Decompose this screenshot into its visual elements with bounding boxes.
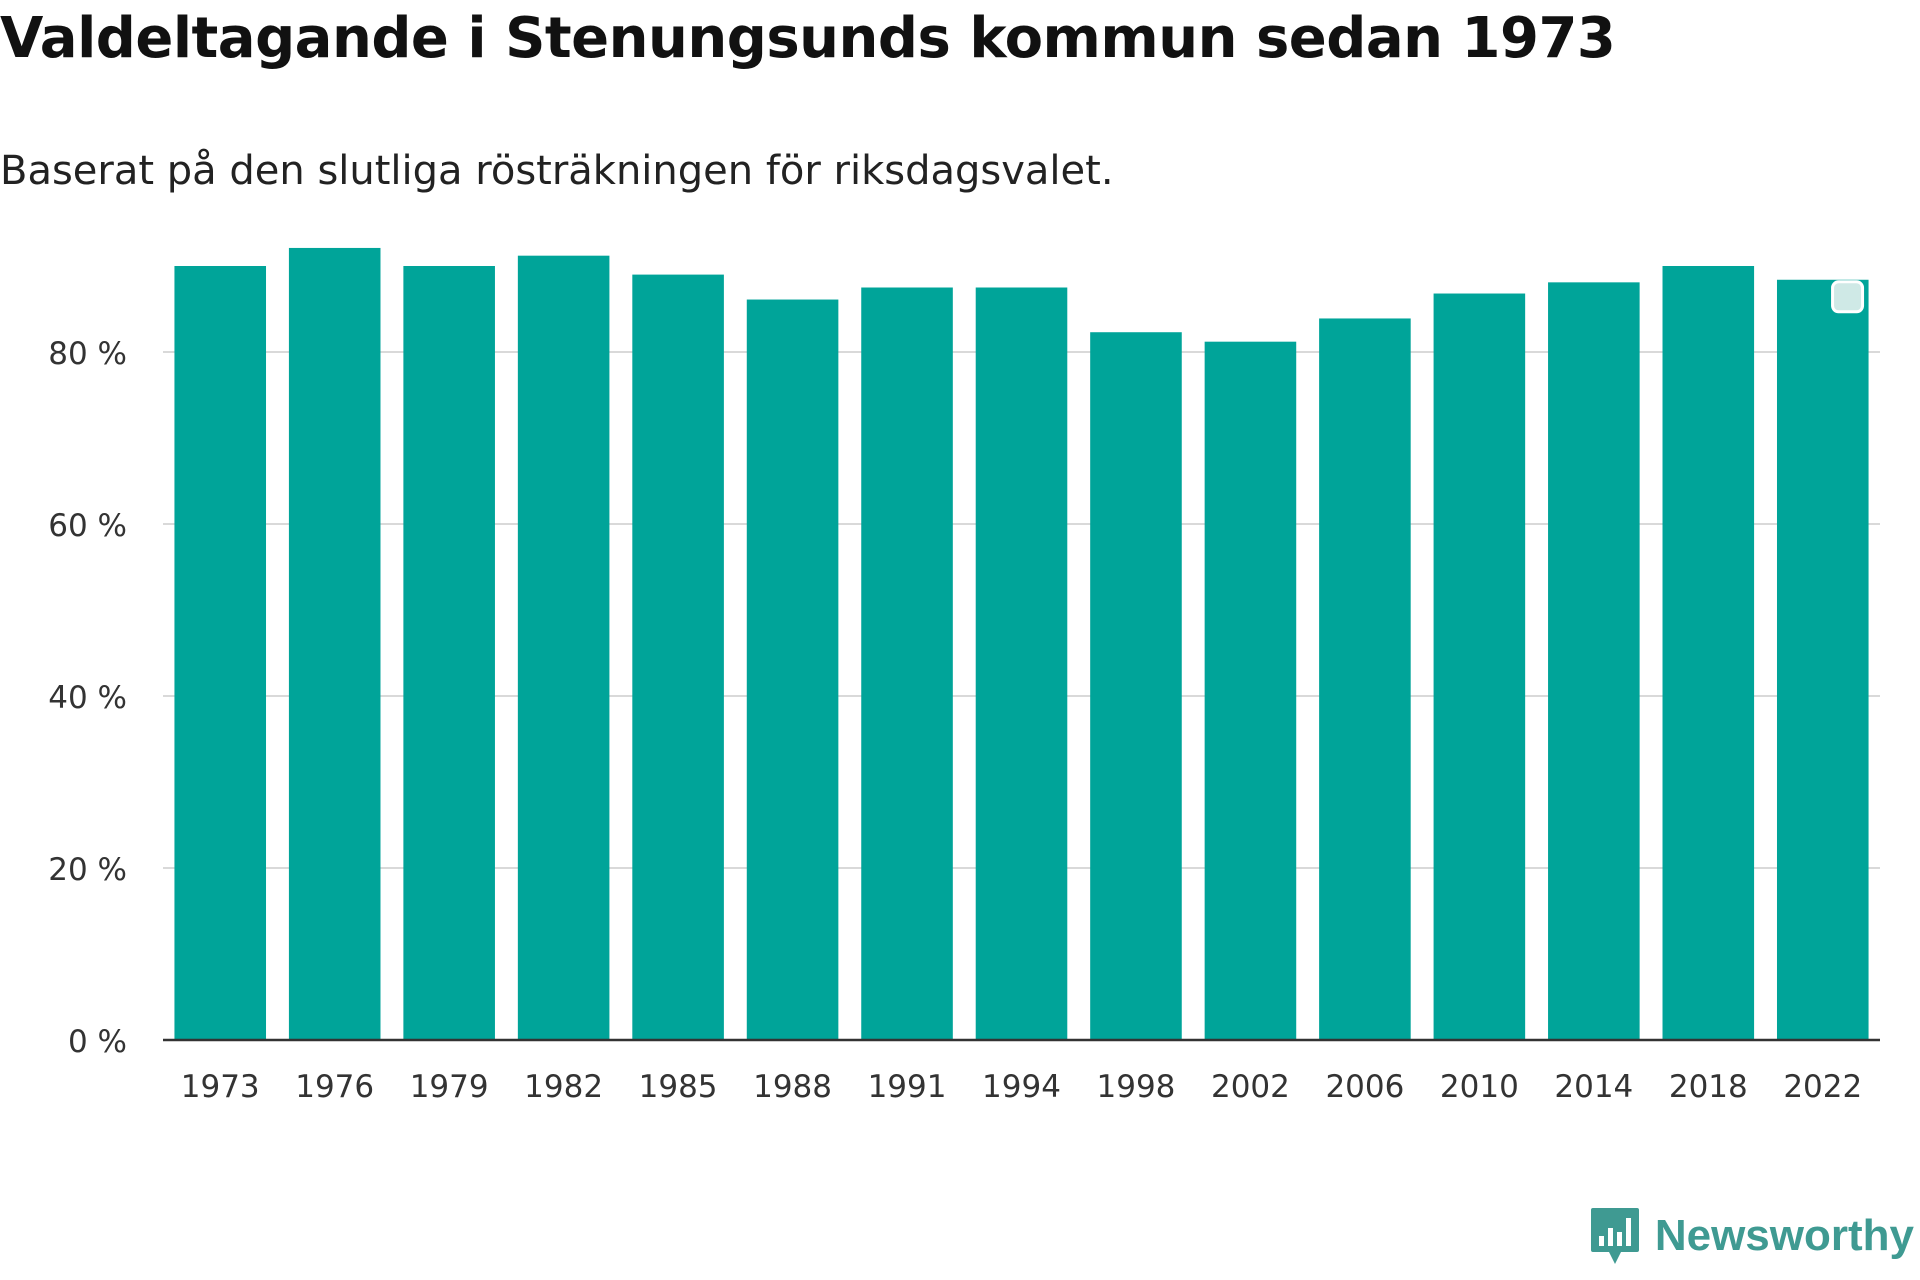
y-tick-label: 80 %	[48, 336, 127, 372]
x-tick-label: 1982	[524, 1069, 603, 1105]
highlight-marker-box	[1831, 280, 1865, 314]
bar-2014	[1548, 282, 1640, 1041]
bar-1979	[403, 266, 495, 1040]
x-tick-label: 1976	[295, 1069, 374, 1105]
y-tick-label: 0 %	[68, 1024, 127, 1060]
x-tick-label: 1991	[868, 1069, 947, 1105]
highlight-marker	[1831, 280, 1865, 314]
y-axis-tick-labels: 0 % 20 % 40 % 60 % 80 %	[48, 336, 127, 1060]
bar-2006	[1319, 318, 1411, 1041]
x-tick-label: 2022	[1783, 1069, 1862, 1105]
bar-1973	[174, 266, 267, 1040]
bar-2010	[1433, 293, 1526, 1040]
x-tick-label: 2018	[1669, 1069, 1748, 1105]
x-tick-label: 1985	[639, 1069, 718, 1105]
chart-title: Valdeltagande i Stenungsunds kommun seda…	[0, 6, 1616, 71]
bar-1991	[861, 287, 953, 1040]
y-tick-label: 40 %	[48, 680, 127, 716]
y-tick-label: 60 %	[48, 508, 127, 544]
bar-1982	[517, 255, 610, 1040]
chart-subtitle: Baserat på den slutliga rösträkningen fö…	[0, 148, 1114, 194]
x-tick-label: 1988	[753, 1069, 832, 1105]
bars	[174, 247, 1869, 1041]
brand-name: Newsworthy	[1654, 1211, 1914, 1260]
bar-2022	[1776, 279, 1869, 1040]
newsworthy-logo-icon	[1590, 1208, 1639, 1264]
brand-logo: Newsworthy	[1589, 1206, 1914, 1266]
bar-1998	[1090, 332, 1182, 1041]
y-tick-label: 20 %	[48, 852, 127, 888]
x-tick-label: 2006	[1325, 1069, 1404, 1105]
x-tick-label: 1994	[982, 1069, 1061, 1105]
bar-1985	[632, 274, 724, 1041]
x-tick-label: 2014	[1554, 1069, 1633, 1105]
x-tick-label: 2002	[1211, 1069, 1290, 1105]
bar-1988	[746, 299, 839, 1040]
x-tick-label: 2010	[1440, 1069, 1519, 1105]
x-tick-label: 1979	[410, 1069, 489, 1105]
bar-1976	[288, 247, 381, 1040]
x-tick-label: 1973	[181, 1069, 260, 1105]
x-tick-label: 1998	[1097, 1069, 1176, 1105]
x-axis-tick-labels: 1973 1976 1979 1982 1985 1988 1991 1994 1998 2002…	[181, 1069, 1862, 1105]
bar-2002	[1204, 341, 1297, 1040]
bar-1994	[975, 287, 1068, 1040]
bar-2018	[1662, 266, 1755, 1040]
